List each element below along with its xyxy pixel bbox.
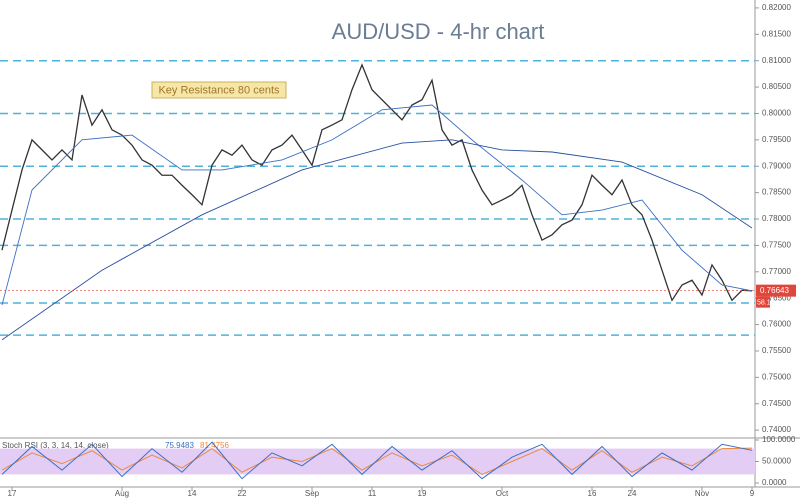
y-tick-label: 100.0000 xyxy=(762,435,796,444)
y-tick-label: 0.78000 xyxy=(762,214,791,223)
y-tick-label: 0.76500 xyxy=(762,293,791,302)
x-tick-label: 11 xyxy=(368,489,377,498)
y-tick-label: 0.79500 xyxy=(762,135,791,144)
y-tick-label: 0.0000 xyxy=(762,478,787,487)
y-tick-label: 0.79000 xyxy=(762,161,791,170)
y-tick-label: 0.75000 xyxy=(762,372,791,381)
y-tick-label: 0.76000 xyxy=(762,320,791,329)
x-tick-label: Oct xyxy=(496,489,509,498)
x-tick-label: Nov xyxy=(695,489,709,498)
chart-title: AUD/USD - 4-hr chart xyxy=(332,19,545,44)
y-tick-label: 0.77500 xyxy=(762,241,791,250)
x-tick-label: 22 xyxy=(238,489,247,498)
y-tick-label: 0.77000 xyxy=(762,267,791,276)
side-label: 58.14 xyxy=(757,299,775,306)
last-price-box xyxy=(756,284,796,297)
y-tick-label: 0.81000 xyxy=(762,56,791,65)
y-tick-label: 0.82000 xyxy=(762,3,791,12)
y-tick-label: 0.78500 xyxy=(762,188,791,197)
side-label-box xyxy=(756,296,770,308)
x-tick-label: 19 xyxy=(418,489,427,498)
y-tick-label: 0.75500 xyxy=(762,346,791,355)
x-tick-label: Aug xyxy=(115,489,129,498)
x-tick-label: 17 xyxy=(8,489,17,498)
x-tick-label: 24 xyxy=(628,489,637,498)
series-line xyxy=(1,447,753,475)
series-line xyxy=(1,63,753,302)
y-tick-label: 0.74500 xyxy=(762,399,791,408)
annotation-box xyxy=(151,81,287,99)
series-line xyxy=(1,139,753,341)
last-price-label: 0.76643 xyxy=(760,286,789,295)
x-tick-label: Sep xyxy=(305,489,320,498)
x-tick-label: 14 xyxy=(188,489,197,498)
series-line xyxy=(1,104,753,306)
x-tick-label: 9 xyxy=(750,489,755,498)
x-tick-label: 16 xyxy=(588,489,597,498)
oscillator-title: Stoch RSI (3, 3, 14, 14, close) xyxy=(2,441,109,450)
annotation: Key Resistance 80 cents xyxy=(158,84,280,96)
y-tick-label: 50.0000 xyxy=(762,457,791,466)
y-tick-label: 0.81500 xyxy=(762,29,791,38)
k-label: 75.9483 xyxy=(165,441,194,450)
y-tick-label: 0.80500 xyxy=(762,82,791,91)
series-line xyxy=(1,441,753,480)
y-tick-label: 0.80000 xyxy=(762,109,791,118)
y-tick-label: 0.74000 xyxy=(762,425,791,434)
